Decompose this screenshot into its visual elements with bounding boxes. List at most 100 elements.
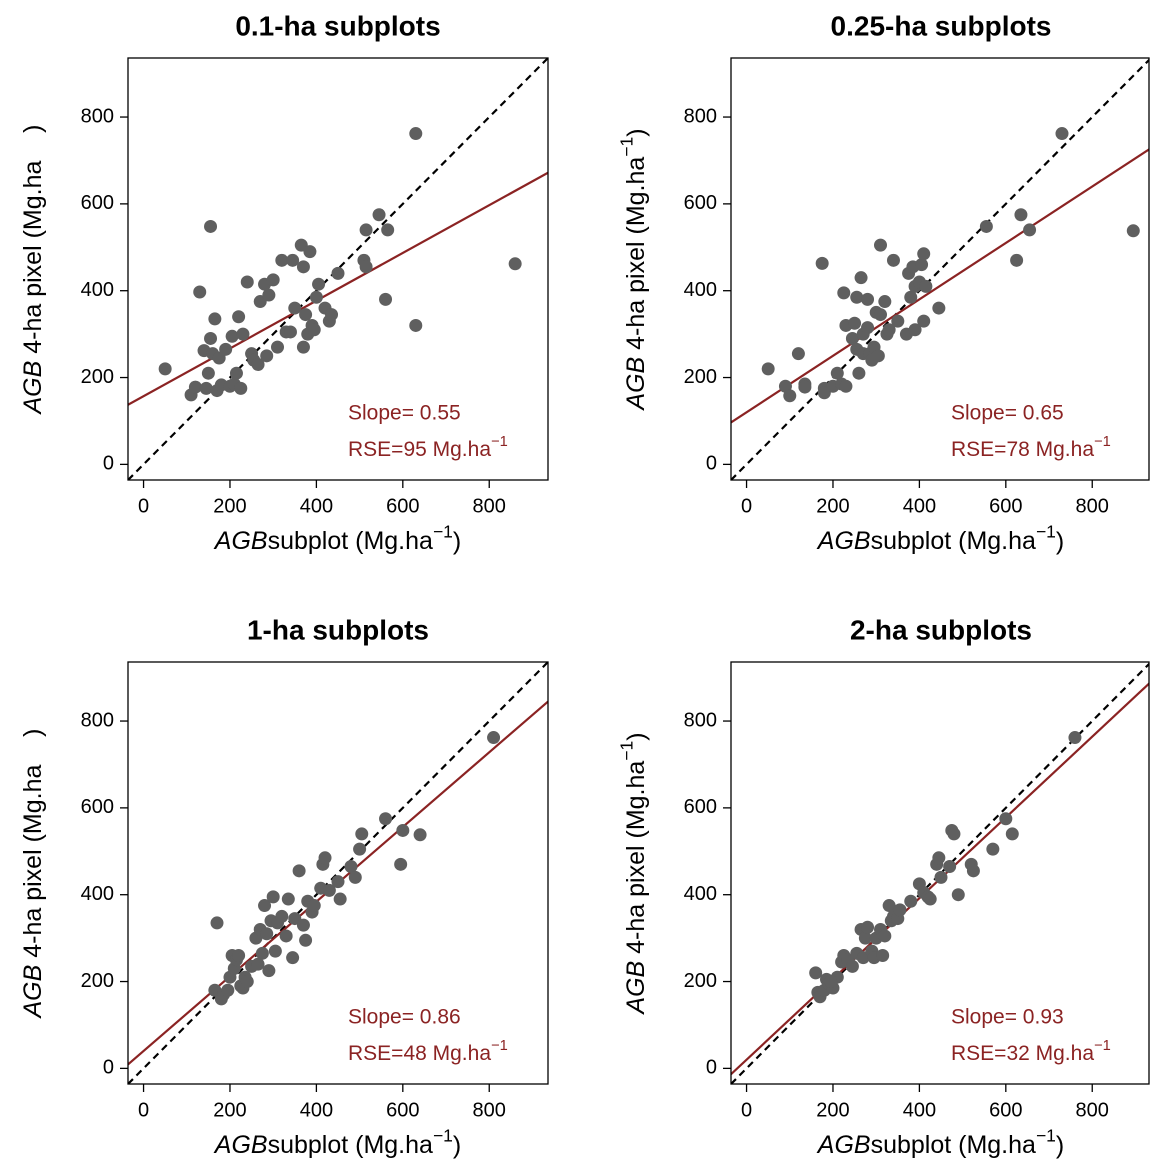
point xyxy=(210,916,224,930)
point xyxy=(882,323,896,337)
y-tick-label: 0 xyxy=(706,453,717,475)
point xyxy=(379,812,393,826)
label-part: ) xyxy=(19,124,47,160)
y-axis-label: AGB 4-ha pixel (Mg.ha ) xyxy=(19,124,47,415)
y-tick-label: 400 xyxy=(684,279,717,301)
point xyxy=(874,308,888,322)
reference-line xyxy=(128,662,548,1084)
panel: 1-ha subplots 0 200 400 600 800 0 200 400 600 800 A… xyxy=(19,614,549,1159)
label-part: ) xyxy=(453,527,461,555)
point xyxy=(917,314,931,328)
label-part: 4-ha pixel (Mg.ha xyxy=(19,765,47,965)
y-tick-label: 200 xyxy=(684,366,717,388)
point xyxy=(824,975,838,989)
point xyxy=(204,331,218,345)
point xyxy=(251,957,265,971)
label-part: RSE=95 Mg.ha xyxy=(348,438,491,461)
plot-frame xyxy=(730,661,1150,1085)
point xyxy=(886,253,900,267)
chart-title: 0.25-ha subplots xyxy=(831,10,1052,41)
label-part: AGB xyxy=(213,1131,268,1159)
plot-area xyxy=(731,58,1149,480)
point xyxy=(268,944,282,958)
point xyxy=(882,899,896,913)
label-part: ) xyxy=(453,1131,461,1159)
point xyxy=(312,277,326,291)
point xyxy=(296,260,310,274)
point xyxy=(878,929,892,943)
label-part: −1 xyxy=(1094,434,1111,450)
label-part: AGB xyxy=(213,527,268,555)
label-part: subplot (Mg.ha xyxy=(268,527,433,555)
label-part: −1 xyxy=(433,521,453,541)
point xyxy=(1014,208,1028,222)
label-part: 4-ha pixel (Mg.ha xyxy=(19,161,47,361)
y-axis-label: AGB 4-ha pixel (Mg.ha−1) xyxy=(616,128,650,411)
point xyxy=(915,258,929,272)
point xyxy=(874,238,888,252)
label-part: 4-ha pixel (Mg.ha xyxy=(622,761,650,961)
point xyxy=(893,903,907,917)
x-tick-label: 0 xyxy=(741,1099,752,1121)
point xyxy=(1005,827,1019,841)
point xyxy=(854,271,868,285)
point xyxy=(394,857,408,871)
point xyxy=(858,931,872,945)
label-part: −1 xyxy=(491,1038,508,1054)
point xyxy=(783,389,797,403)
point xyxy=(251,358,265,372)
point xyxy=(986,842,1000,856)
point xyxy=(262,288,276,302)
y-tick-label: 0 xyxy=(706,1057,717,1079)
point xyxy=(353,842,367,856)
slope-label: Slope= 0.55 xyxy=(348,402,461,425)
label-part: RSE=48 Mg.ha xyxy=(348,1042,491,1065)
x-tick-label: 400 xyxy=(903,495,936,517)
point xyxy=(379,292,393,306)
point xyxy=(876,948,890,962)
x-tick-label: 0 xyxy=(138,495,149,517)
point xyxy=(878,295,892,309)
plot-frame xyxy=(127,661,549,1085)
point xyxy=(917,247,931,261)
point xyxy=(188,380,202,394)
point xyxy=(240,975,254,989)
x-tick-label: 200 xyxy=(816,495,849,517)
point xyxy=(234,381,248,395)
point xyxy=(296,340,310,354)
label-part: ) xyxy=(622,732,650,740)
point xyxy=(871,349,885,363)
x-tick-label: 800 xyxy=(1076,495,1109,517)
point xyxy=(861,292,875,306)
label-part: ) xyxy=(1056,527,1064,555)
point xyxy=(798,380,812,394)
label-part: ) xyxy=(622,128,650,136)
plot-area xyxy=(128,58,548,480)
point xyxy=(355,827,369,841)
point xyxy=(201,366,215,380)
x-tick-label: 600 xyxy=(989,495,1022,517)
point xyxy=(487,731,501,745)
point xyxy=(255,946,269,960)
point xyxy=(1010,253,1024,267)
x-tick-label: 200 xyxy=(816,1099,849,1121)
point xyxy=(158,362,172,376)
label-part: AGB xyxy=(816,1131,871,1159)
y-tick-label: 200 xyxy=(81,366,114,388)
x-tick-label: 200 xyxy=(213,1099,246,1121)
label-part: AGB xyxy=(622,961,650,1016)
point xyxy=(947,827,961,841)
point xyxy=(299,308,313,322)
y-tick-label: 600 xyxy=(684,796,717,818)
y-tick-label: 600 xyxy=(81,192,114,214)
point xyxy=(232,948,246,962)
fit-line xyxy=(731,148,1149,424)
x-tick-label: 0 xyxy=(138,1099,149,1121)
rse-label: RSE=32 Mg.ha−1 xyxy=(951,1038,1111,1065)
point xyxy=(318,851,332,865)
slope-label: Slope= 0.65 xyxy=(951,402,1064,425)
x-axis-label: AGBsubplot (Mg.ha−1) xyxy=(213,1125,461,1159)
rse-label: RSE=48 Mg.ha−1 xyxy=(348,1038,508,1065)
y-tick-label: 200 xyxy=(684,970,717,992)
point xyxy=(236,327,250,341)
